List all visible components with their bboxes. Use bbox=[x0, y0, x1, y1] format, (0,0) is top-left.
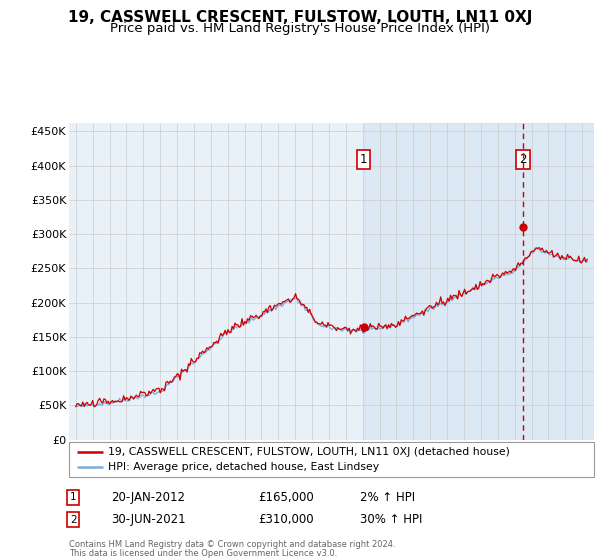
Text: £310,000: £310,000 bbox=[258, 513, 314, 526]
Text: Contains HM Land Registry data © Crown copyright and database right 2024.: Contains HM Land Registry data © Crown c… bbox=[69, 540, 395, 549]
FancyBboxPatch shape bbox=[69, 442, 594, 477]
Text: Price paid vs. HM Land Registry's House Price Index (HPI): Price paid vs. HM Land Registry's House … bbox=[110, 22, 490, 35]
Text: This data is licensed under the Open Government Licence v3.0.: This data is licensed under the Open Gov… bbox=[69, 549, 337, 558]
Text: 19, CASSWELL CRESCENT, FULSTOW, LOUTH, LN11 0XJ (detached house): 19, CASSWELL CRESCENT, FULSTOW, LOUTH, L… bbox=[109, 447, 510, 457]
Text: 2: 2 bbox=[520, 153, 527, 166]
Text: £165,000: £165,000 bbox=[258, 491, 314, 504]
Text: HPI: Average price, detached house, East Lindsey: HPI: Average price, detached house, East… bbox=[109, 463, 380, 473]
Text: 30% ↑ HPI: 30% ↑ HPI bbox=[360, 513, 422, 526]
Text: 2% ↑ HPI: 2% ↑ HPI bbox=[360, 491, 415, 504]
Text: 20-JAN-2012: 20-JAN-2012 bbox=[111, 491, 185, 504]
Text: 1: 1 bbox=[70, 492, 77, 502]
Text: 2: 2 bbox=[70, 515, 77, 525]
Text: 30-JUN-2021: 30-JUN-2021 bbox=[111, 513, 185, 526]
Text: 1: 1 bbox=[360, 153, 367, 166]
Text: 19, CASSWELL CRESCENT, FULSTOW, LOUTH, LN11 0XJ: 19, CASSWELL CRESCENT, FULSTOW, LOUTH, L… bbox=[68, 10, 532, 25]
Bar bbox=[364, 123, 594, 440]
